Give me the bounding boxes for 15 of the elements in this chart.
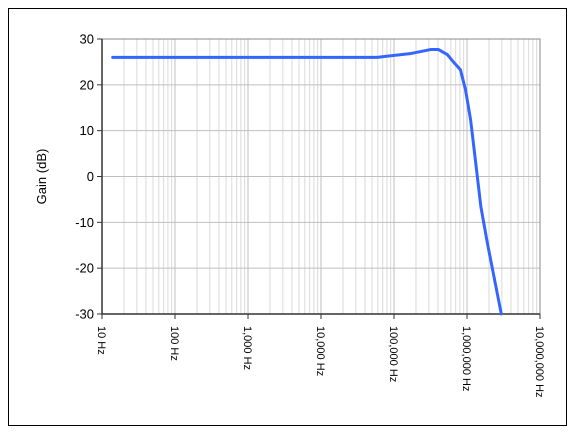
x-tick-label: 10,000,000 Hz — [533, 326, 546, 398]
y-tick-label: -20 — [75, 260, 94, 276]
y-axis-title: Gain (dB) — [34, 148, 49, 204]
x-tick-label: 100 Hz — [168, 326, 180, 361]
x-tick-label: 1,000,000 Hz — [460, 326, 472, 392]
y-tick-label: -10 — [75, 214, 94, 230]
y-tick-label: -30 — [75, 306, 94, 322]
y-tick-label: 10 — [80, 123, 94, 138]
y-tick-label: 30 — [80, 32, 94, 47]
y-tick-label: 0 — [86, 169, 94, 184]
x-tick-label: 10 Hz — [95, 326, 108, 355]
y-tick-label: 20 — [80, 77, 94, 92]
x-tick-label: 100,000 Hz — [387, 326, 400, 382]
x-tick-label: 10,000 Hz — [314, 326, 326, 376]
x-tick-label: 1,000 Hz — [241, 326, 254, 370]
